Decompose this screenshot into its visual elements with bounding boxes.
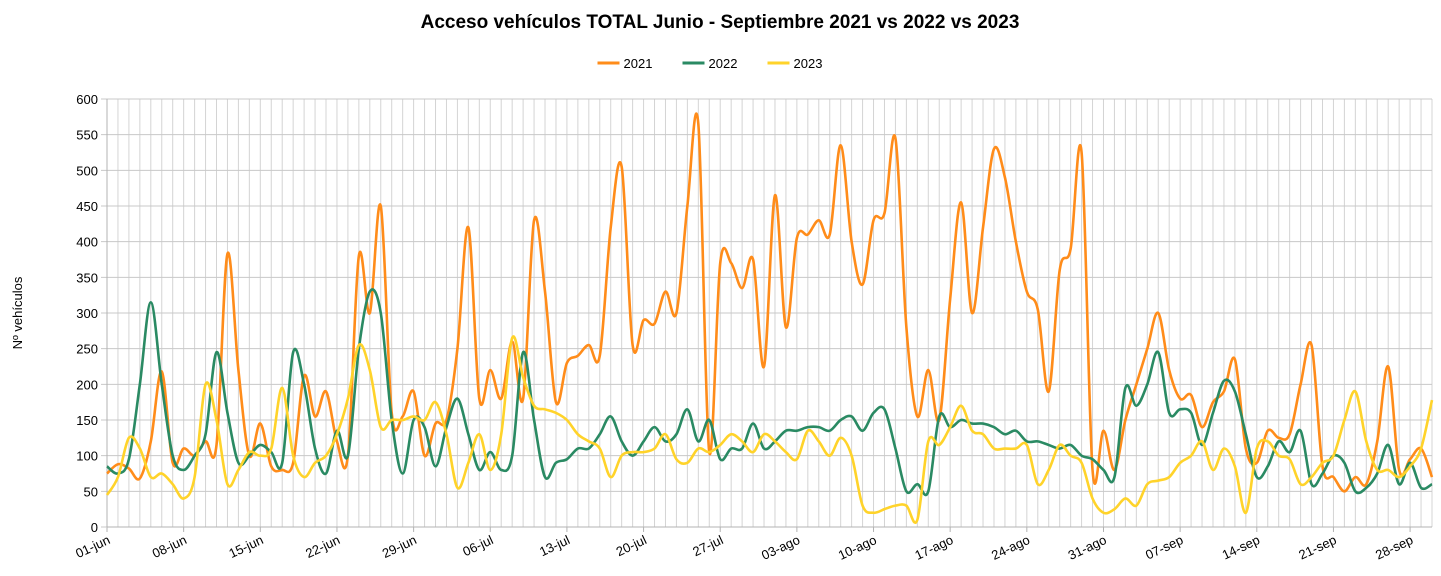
grid xyxy=(101,98,1433,532)
y-tick-label: 100 xyxy=(76,449,98,464)
y-tick-label: 500 xyxy=(76,163,98,178)
legend-label: 2021 xyxy=(624,56,653,71)
x-tick-label: 07-sep xyxy=(1143,532,1185,562)
series-line xyxy=(105,335,1434,524)
x-tick-label: 29-jun xyxy=(380,532,419,561)
x-tick-label: 28-sep xyxy=(1373,532,1415,562)
x-tick-label: 06-jul xyxy=(460,532,495,559)
legend-label: 2023 xyxy=(794,56,823,71)
y-tick-label: 200 xyxy=(76,377,98,392)
y-tick-label: 300 xyxy=(76,306,98,321)
x-tick-label: 14-sep xyxy=(1220,532,1262,562)
y-tick-label: 150 xyxy=(76,413,98,428)
y-tick-label: 50 xyxy=(84,484,98,499)
y-tick-label: 0 xyxy=(91,520,98,535)
y-tick-label: 350 xyxy=(76,270,98,285)
x-tick-label: 10-ago xyxy=(836,532,879,563)
x-tick-label: 31-ago xyxy=(1066,532,1109,563)
x-tick-label: 17-ago xyxy=(912,532,955,563)
y-tick-label: 450 xyxy=(76,199,98,214)
y-axis-label: Nº vehículos xyxy=(10,276,25,349)
y-tick-label: 250 xyxy=(76,342,98,357)
lines xyxy=(105,112,1434,524)
x-tick-label: 13-jul xyxy=(537,532,572,559)
x-tick-label: 22-jun xyxy=(303,532,342,561)
x-tick-label: 24-ago xyxy=(989,532,1032,563)
y-tick-label: 550 xyxy=(76,128,98,143)
series-line xyxy=(106,112,1434,493)
y-tick-label: 400 xyxy=(76,235,98,250)
x-tick-label: 01-jun xyxy=(73,532,112,561)
x-tick-label: 08-jun xyxy=(150,532,189,561)
x-tick-label: 03-ago xyxy=(759,532,802,563)
legend-label: 2022 xyxy=(709,56,738,71)
x-tick-label: 20-jul xyxy=(614,532,649,559)
x-tick-label: 27-jul xyxy=(690,532,725,559)
chart-title: Acceso vehículos TOTAL Junio - Septiembr… xyxy=(421,12,1020,33)
x-tick-label: 15-jun xyxy=(226,532,265,561)
labels: 01-jun 08-jun 15-jun 22-jun 29-jun 06-jul 13-j… xyxy=(73,56,1415,563)
y-tick-label: 600 xyxy=(76,92,98,107)
x-tick-label: 21-sep xyxy=(1296,532,1338,562)
